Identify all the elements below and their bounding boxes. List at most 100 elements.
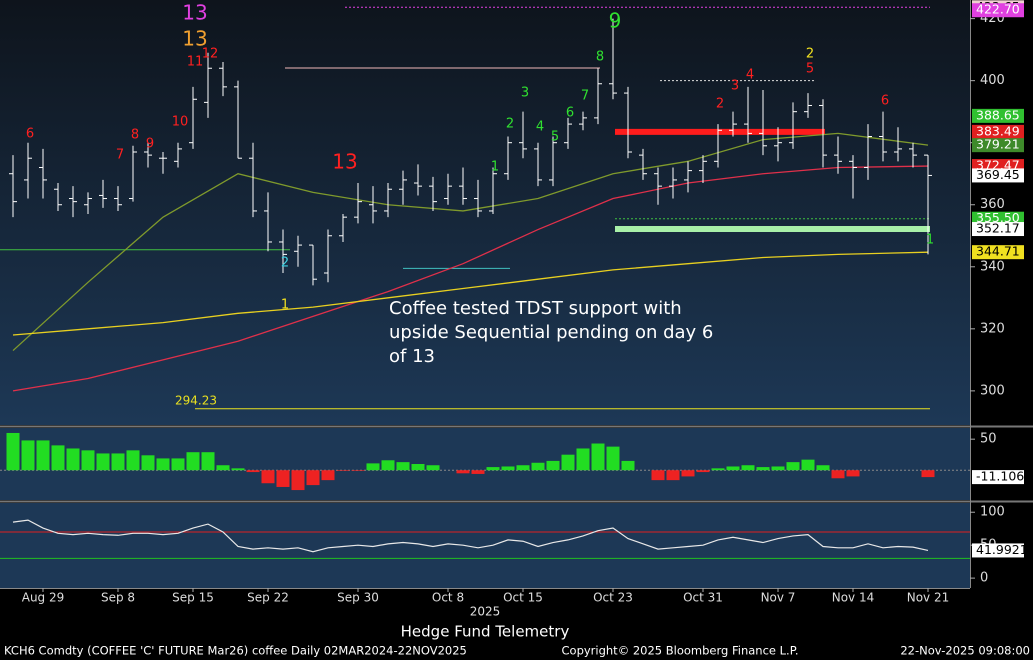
bar xyxy=(96,453,110,471)
x-tick-label: Nov 7 xyxy=(761,591,796,605)
price-label: 355.50 xyxy=(976,210,1020,225)
bar xyxy=(591,443,605,471)
bar xyxy=(561,454,575,471)
bar xyxy=(336,470,350,471)
count-label: 2 xyxy=(281,256,289,271)
price-label: 388.65 xyxy=(976,107,1020,122)
count-label: 8 xyxy=(596,50,604,65)
bar xyxy=(531,462,545,471)
x-tick-label: Sep 30 xyxy=(337,591,379,605)
bar xyxy=(381,460,395,471)
watermark: Hedge Fund Telemetry xyxy=(401,623,570,641)
price-label-box xyxy=(972,245,1024,260)
bar xyxy=(726,466,740,471)
price-label: 369.45 xyxy=(976,167,1020,182)
price-label: 344.71 xyxy=(976,244,1020,259)
y-tick-label: 360 xyxy=(980,197,1005,212)
bar xyxy=(816,465,830,471)
count-label: 1 xyxy=(281,298,289,313)
annotation: of 13 xyxy=(389,346,435,367)
x-tick-label: Sep 22 xyxy=(247,591,289,605)
annotation: Coffee tested TDST support with xyxy=(389,298,682,319)
count-label: 13 xyxy=(332,150,357,174)
count-label: 4 xyxy=(746,68,754,83)
bar xyxy=(621,460,635,471)
x-tick-label: Oct 15 xyxy=(503,591,543,605)
x-tick-label: Sep 8 xyxy=(101,591,135,605)
bar xyxy=(786,462,800,471)
count-label: 1 xyxy=(926,233,934,248)
count-label: 6 xyxy=(881,94,889,109)
bar xyxy=(321,470,335,481)
x-tick-label: Aug 29 xyxy=(22,591,65,605)
x-tick-label: Sep 15 xyxy=(172,591,214,605)
price-label: 422.70 xyxy=(976,2,1020,17)
bar xyxy=(546,460,560,471)
bar xyxy=(351,470,365,471)
x-tick-label: Oct 31 xyxy=(683,591,723,605)
bar xyxy=(756,467,770,471)
count-label: 2 xyxy=(806,47,814,62)
bar xyxy=(696,470,710,473)
bar xyxy=(396,462,410,471)
count-label: 12 xyxy=(202,47,219,62)
price-label-box xyxy=(972,138,1024,153)
annotation: upside Sequential pending on day 6 xyxy=(389,322,713,343)
bar xyxy=(156,458,170,471)
y-tick-label: 0 xyxy=(980,571,988,586)
bar xyxy=(66,448,80,471)
bar xyxy=(771,466,785,471)
bar xyxy=(831,470,845,479)
moving-average xyxy=(12,251,929,336)
bar xyxy=(186,452,200,471)
oscillator-panel xyxy=(0,503,970,588)
last-value-label-box xyxy=(972,543,1024,558)
count-label: 6 xyxy=(26,127,34,142)
y-tick-label: 300 xyxy=(980,383,1005,398)
count-label: 6 xyxy=(566,106,574,121)
bar xyxy=(741,465,755,471)
bar xyxy=(141,455,155,471)
count-label: 9 xyxy=(609,9,622,33)
bar xyxy=(291,470,305,491)
count-label: 3 xyxy=(731,79,739,94)
y-tick-label: 340 xyxy=(980,259,1005,274)
count-label: 9 xyxy=(146,137,154,152)
bar xyxy=(171,458,185,471)
bar xyxy=(501,466,515,471)
bar xyxy=(36,440,50,471)
bar xyxy=(216,465,230,471)
bar xyxy=(426,465,440,471)
footer-right: 22-Nov-2025 09:08:00 xyxy=(900,644,1030,658)
last-value-label: 41.9921 xyxy=(976,542,1028,557)
bar xyxy=(231,468,245,471)
bar xyxy=(711,468,725,471)
level-label: 294.23 xyxy=(175,393,217,407)
count-label: 13 xyxy=(182,27,207,51)
bar xyxy=(486,467,500,471)
count-label: 11 xyxy=(187,55,204,70)
count-label: 1 xyxy=(491,160,499,175)
count-label: 5 xyxy=(551,130,559,145)
last-value-label-box xyxy=(972,470,1024,485)
bar xyxy=(306,470,320,486)
bar xyxy=(606,446,620,471)
x-tick-label: Oct 8 xyxy=(432,591,464,605)
price-panel xyxy=(0,0,970,425)
x-tick-label: Nov 14 xyxy=(832,591,875,605)
x-tick-label: Nov 21 xyxy=(907,591,950,605)
last-value-label: -11.1064 xyxy=(976,469,1032,484)
bar xyxy=(261,470,275,484)
price-label-box xyxy=(972,124,1024,139)
price-label-box xyxy=(972,3,1024,18)
bar xyxy=(276,470,290,487)
bar xyxy=(516,465,530,471)
y-tick-label: 400 xyxy=(980,73,1005,88)
price-label: 352.17 xyxy=(976,221,1020,236)
bar xyxy=(21,440,35,471)
year-label: 2025 xyxy=(470,605,501,619)
